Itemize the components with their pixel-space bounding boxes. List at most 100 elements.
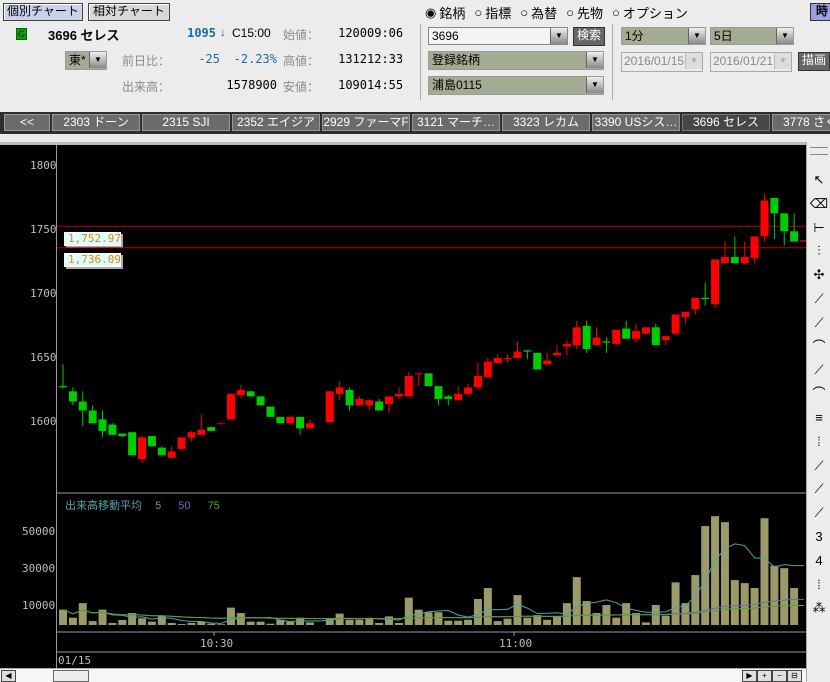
price-line-label[interactable]: 1,752.97 — [64, 232, 121, 246]
divider — [420, 24, 421, 100]
instrument-type-radio-group: ◉ 銘柄 ○ 指標 ○ 為替 ○ 先物 ○ オプション — [425, 3, 688, 22]
three-lines-icon[interactable]: 3 — [815, 529, 823, 544]
axis-divider — [56, 145, 57, 671]
scroll-right-button[interactable]: ▶ — [742, 670, 757, 682]
radio-unchecked-icon[interactable]: ○ — [520, 5, 529, 20]
scroll-thumb[interactable] — [53, 670, 89, 682]
tab-stock[interactable]: 3696 セレス — [682, 114, 770, 131]
tab-stock[interactable]: 2303 ドーン — [52, 114, 140, 131]
horizontal-scrollbar[interactable]: ◀ ▶ + − ⊟ — [0, 668, 806, 682]
time-label: 10:30 — [200, 637, 234, 650]
group-select[interactable]: 浦島0115 ▼ — [428, 76, 604, 95]
tab-stock[interactable]: 3390 USシス… — [592, 114, 680, 131]
radio-checked-icon[interactable]: ◉ — [425, 4, 437, 20]
trend-segment-icon[interactable]: ⟋ — [814, 457, 824, 473]
span-value: 5日 — [714, 29, 733, 43]
radio-2[interactable]: ○ 為替 — [520, 3, 557, 22]
low-label: 安値： — [283, 80, 320, 94]
search-button[interactable]: 検索 — [573, 27, 605, 46]
open-label: 始値： — [283, 28, 320, 42]
zoom-out-button[interactable]: − — [772, 670, 787, 682]
price-tick-label: 1600 — [30, 415, 57, 428]
reset-zoom-button[interactable]: ⊟ — [787, 670, 802, 682]
group-value: 浦島0115 — [432, 78, 482, 92]
chevron-down-icon[interactable]: ▼ — [550, 28, 567, 44]
horizontal-line-icon[interactable]: ⊢ — [813, 219, 825, 235]
list-select[interactable]: 登録銘柄 ▼ — [428, 51, 604, 70]
radio-0[interactable]: ◉ 銘柄 — [425, 3, 465, 22]
price-line-label[interactable]: 1,736.09 — [64, 253, 121, 267]
radio-unchecked-icon[interactable]: ○ — [611, 5, 620, 20]
chevron-down-icon[interactable]: ▼ — [586, 52, 603, 68]
radio-label: オプション — [622, 6, 688, 21]
trendline-icon[interactable]: ⟋ — [814, 291, 824, 306]
volume-legend: 出来高移動平均 5 50 75 — [65, 497, 220, 513]
code-input[interactable]: 3696 ▼ — [428, 27, 568, 45]
chevron-down-icon[interactable]: ▼ — [774, 53, 791, 69]
crosshair-icon[interactable]: ✣ — [813, 267, 825, 283]
stock-tab-bar: << 2303 ドーン 2315 SJI 2352 エイジア 2929 ファーマF 312… — [0, 112, 830, 134]
zoom-in-button[interactable]: + — [757, 670, 772, 682]
time-label: 11:00 — [499, 637, 533, 650]
date-to-select[interactable]: 2016/01/21 ▼ — [710, 52, 792, 72]
time-button[interactable]: 時 — [810, 3, 830, 21]
drawing-toolbar: ↖ ⌫ ⊢ ⫶ ✣ ⟋ ⟋ ⌒ ⟋ ⌒ ≡ ⦙ ⟋ ⟋ ⟋ 3 4 ⦙ ⁂ — [806, 142, 830, 682]
eraser-icon[interactable]: ⌫ — [809, 195, 829, 211]
last-price: 1095 — [187, 26, 216, 40]
tab-scroll-left[interactable]: << — [4, 114, 50, 131]
high-time: 12:33 — [367, 52, 404, 66]
exchange-select[interactable]: 東* ▼ — [65, 51, 107, 70]
scroll-left-button[interactable]: ◀ — [1, 670, 16, 682]
toolbar-grip-icon[interactable] — [810, 147, 828, 155]
tab-stock[interactable]: 3323 レカム — [502, 114, 590, 131]
chevron-down-icon[interactable]: ▼ — [776, 28, 793, 44]
volume-ma-title: 出来高移動平均 — [65, 500, 142, 512]
arcs-icon[interactable]: ⌒ — [812, 386, 826, 402]
multi-point-icon[interactable]: ⁂ — [812, 600, 826, 616]
vertical-line-icon[interactable]: ⫶ — [817, 243, 821, 259]
interval-value: 1分 — [625, 29, 644, 43]
radio-1[interactable]: ○ 指標 — [474, 3, 511, 22]
volume-tick-label: 30000 — [22, 561, 56, 575]
vertical-lines-icon[interactable]: ⦙ — [817, 433, 821, 449]
price-tick-label: 1800 — [30, 159, 57, 172]
span-select[interactable]: 5日 ▼ — [710, 27, 794, 45]
stock-name: 3696 セレス — [48, 28, 120, 43]
parallel-icon[interactable]: ⟋ — [814, 505, 824, 521]
channel-icon[interactable]: ≡ — [815, 410, 823, 425]
radio-unchecked-icon[interactable]: ○ — [566, 5, 574, 20]
tab-stock[interactable]: 2929 ファーマF — [322, 114, 410, 131]
draw-button[interactable]: 描画 — [798, 52, 830, 71]
cycle-lines-icon[interactable]: ⦙ — [817, 576, 821, 592]
interval-select[interactable]: 1分 ▼ — [621, 27, 706, 45]
fan-2-icon[interactable]: ⟋ — [814, 481, 824, 497]
tab-stock[interactable]: 3121 マーチ… — [412, 114, 500, 131]
arc-icon[interactable]: ⌒ — [812, 338, 826, 354]
date-to-value: 2016/01/21 — [713, 54, 774, 68]
radio-label: 為替 — [531, 6, 558, 21]
cursor-icon[interactable]: ↖ — [813, 172, 825, 187]
volume-tick-label: 10000 — [22, 599, 56, 613]
four-lines-icon[interactable]: 4 — [815, 552, 823, 568]
fan-icon[interactable]: ⟋ — [814, 314, 824, 330]
chevron-down-icon[interactable]: ▼ — [586, 77, 603, 93]
tab-stock[interactable]: 3778 さくら — [772, 114, 830, 131]
chevron-down-icon[interactable]: ▼ — [89, 52, 106, 68]
radio-4[interactable]: ○ オプション — [612, 3, 688, 22]
individual-chart-button[interactable]: 個別チャート — [3, 3, 83, 21]
tab-stock[interactable]: 2352 エイジア — [232, 114, 320, 131]
tab-stock[interactable]: 2315 SJI — [142, 114, 230, 131]
relative-chart-button[interactable]: 相対チャート — [88, 3, 170, 21]
open-time: 09:06 — [367, 26, 404, 40]
date-from-value: 2016/01/15 — [624, 54, 685, 68]
date-from-select[interactable]: 2016/01/15 ▼ — [621, 52, 703, 72]
radio-3[interactable]: ○ 先物 — [566, 3, 603, 22]
chart-area[interactable] — [0, 142, 806, 671]
high-value: 1312 — [338, 52, 367, 66]
change-percent: -2.23% — [233, 52, 277, 66]
fan-line-icon[interactable]: ⟋ — [814, 362, 824, 378]
list-value: 登録銘柄 — [432, 53, 481, 67]
chevron-down-icon[interactable]: ▼ — [688, 28, 705, 44]
radio-unchecked-icon[interactable]: ○ — [474, 5, 483, 20]
chevron-down-icon[interactable]: ▼ — [685, 53, 702, 69]
